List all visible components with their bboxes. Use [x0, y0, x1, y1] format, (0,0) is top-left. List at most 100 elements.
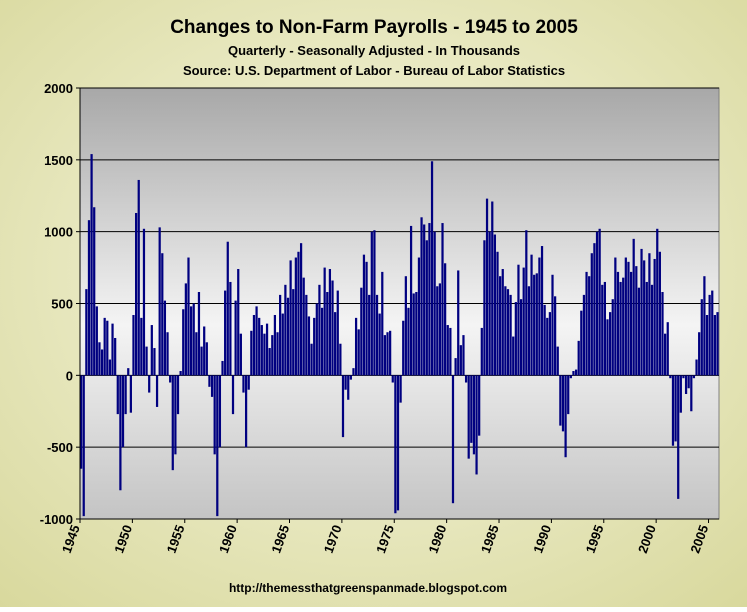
- bar: [221, 360, 224, 376]
- bar: [129, 375, 132, 413]
- bar: [252, 314, 256, 376]
- bar: [116, 375, 119, 415]
- bar: [449, 327, 452, 376]
- bar: [205, 342, 208, 376]
- y-tick-label: 2000: [44, 81, 73, 96]
- bar: [334, 312, 337, 376]
- bar: [533, 274, 536, 376]
- bar: [140, 317, 143, 376]
- bar: [394, 375, 397, 514]
- bar: [357, 329, 360, 376]
- bar: [114, 337, 117, 376]
- bar: [588, 276, 591, 376]
- bar: [517, 264, 520, 376]
- bar: [163, 300, 167, 376]
- bar: [108, 359, 112, 376]
- bar: [362, 254, 366, 376]
- bar: [234, 300, 237, 376]
- bar: [590, 253, 593, 376]
- bar: [708, 294, 711, 376]
- bar: [601, 284, 604, 376]
- bar: [467, 375, 470, 459]
- bar: [386, 332, 389, 376]
- bar: [250, 330, 253, 376]
- bar: [548, 312, 552, 376]
- bar: [609, 312, 612, 376]
- bar: [713, 314, 716, 376]
- bar: [383, 335, 387, 376]
- bar: [399, 375, 402, 403]
- bar: [525, 230, 528, 376]
- bar: [457, 270, 460, 376]
- bar: [551, 274, 554, 376]
- bar: [430, 161, 434, 376]
- bar: [567, 375, 570, 415]
- bar: [247, 375, 250, 390]
- bar: [82, 375, 85, 517]
- bar: [189, 306, 193, 376]
- y-tick-label: -500: [47, 440, 73, 455]
- bar: [273, 314, 277, 376]
- bar: [643, 260, 646, 376]
- bar: [559, 375, 562, 426]
- bar: [158, 227, 161, 376]
- bar: [255, 306, 258, 376]
- bar: [132, 314, 135, 376]
- bar: [462, 335, 465, 376]
- bar: [527, 286, 531, 376]
- bar: [543, 304, 546, 376]
- bar: [595, 231, 599, 376]
- bar: [582, 294, 586, 376]
- bar: [540, 246, 544, 376]
- bar: [260, 325, 263, 376]
- bar: [341, 375, 345, 438]
- bar: [446, 325, 449, 376]
- bar: [619, 281, 622, 376]
- bar: [381, 271, 384, 376]
- bar: [313, 317, 316, 376]
- bar: [436, 286, 439, 376]
- bar: [653, 258, 656, 376]
- bar: [656, 228, 659, 376]
- bar: [318, 284, 321, 376]
- bar: [666, 322, 669, 376]
- bar: [299, 243, 303, 376]
- bar: [95, 306, 98, 376]
- bar: [307, 316, 311, 376]
- bar: [121, 375, 125, 448]
- bar: [200, 346, 203, 376]
- bar: [176, 375, 180, 415]
- bar: [389, 330, 392, 376]
- bar: [294, 257, 297, 376]
- bar: [242, 375, 245, 393]
- bar: [493, 234, 497, 376]
- bar: [161, 253, 164, 376]
- bar: [305, 294, 308, 376]
- bar: [336, 290, 339, 376]
- bar: [441, 223, 444, 376]
- bar: [148, 375, 151, 393]
- bar: [93, 207, 96, 376]
- bar: [603, 281, 606, 376]
- bar: [213, 375, 216, 455]
- bar: [692, 375, 696, 379]
- bar: [585, 271, 588, 376]
- bar: [153, 348, 156, 376]
- bar: [237, 269, 240, 376]
- bar: [438, 283, 442, 376]
- bar: [415, 292, 418, 376]
- bar: [404, 276, 407, 376]
- bar: [174, 375, 177, 455]
- bar: [535, 273, 538, 376]
- bar: [671, 375, 675, 446]
- bar: [444, 263, 447, 376]
- bar: [292, 289, 295, 376]
- bar: [169, 375, 172, 383]
- subtitle: Source: U.S. Department of Labor - Burea…: [183, 63, 565, 78]
- bar: [577, 340, 580, 376]
- bar: [629, 271, 633, 376]
- bar: [224, 290, 227, 376]
- bar: [184, 283, 187, 376]
- footer: http://themessthatgreenspanmade.blogspot…: [229, 581, 507, 595]
